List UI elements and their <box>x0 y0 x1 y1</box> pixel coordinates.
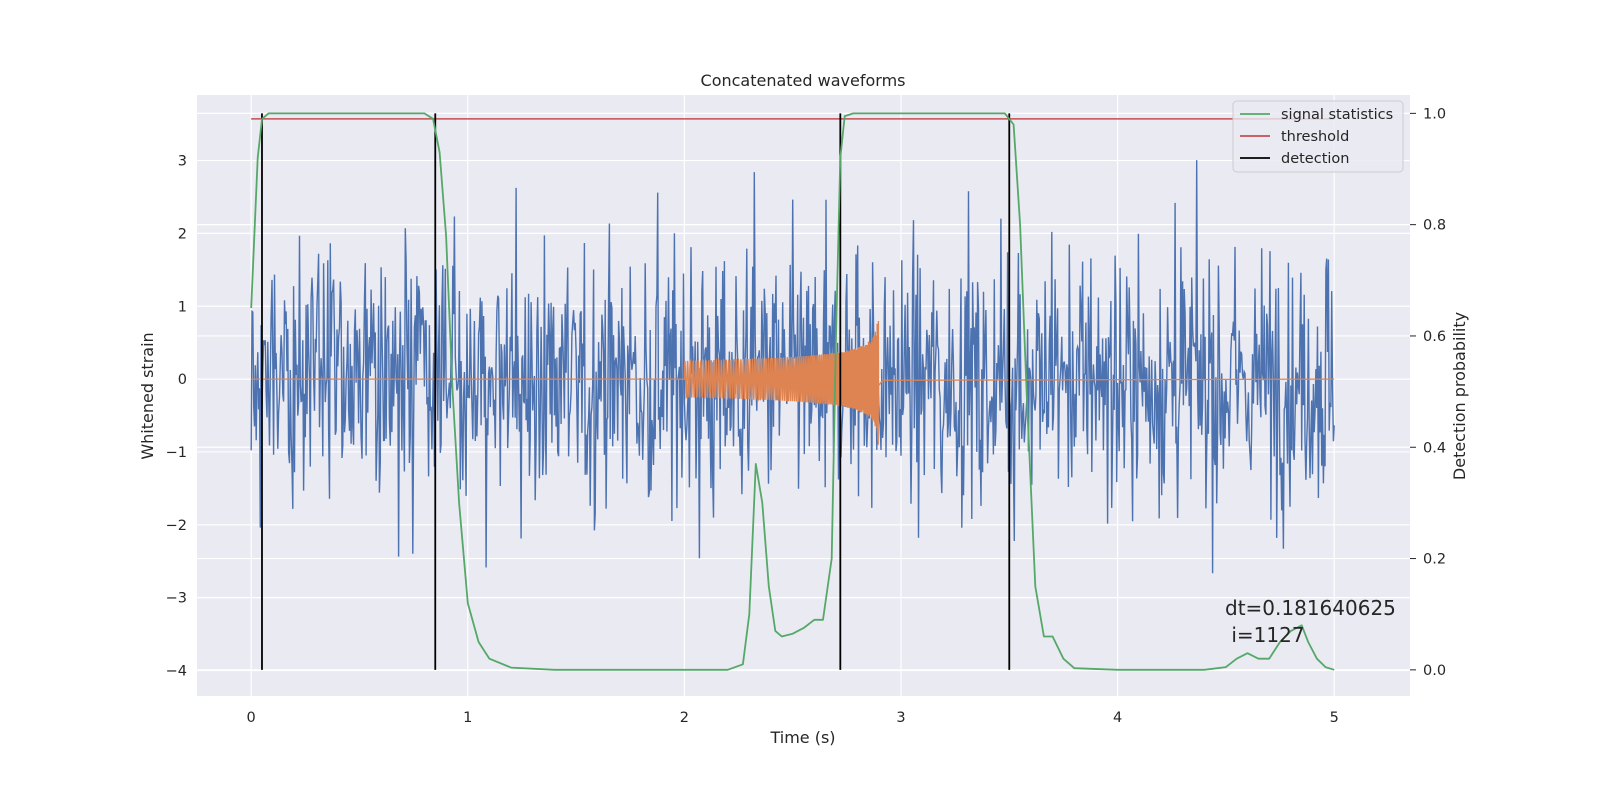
legend-label-detection: detection <box>1281 151 1349 167</box>
annotation-i: i=1127 <box>1225 623 1305 647</box>
legend-label-signal-statistics: signal statistics <box>1281 107 1393 123</box>
x-tick-label: 2 <box>680 710 689 726</box>
y2-tick-label: 1.0 <box>1423 106 1446 122</box>
x-tick-label: 5 <box>1330 710 1339 726</box>
x-tick-label: 1 <box>463 710 472 726</box>
y-tick-label: −1 <box>166 445 187 461</box>
y2-tick-label: 0.2 <box>1423 552 1446 568</box>
x-axis-label: Time (s) <box>769 728 835 747</box>
x-tick-label: 0 <box>247 710 256 726</box>
y-axis-label: Whitened strain <box>138 332 157 459</box>
y-tick-label: 3 <box>178 154 187 170</box>
y2-axis-label: Detection probability <box>1450 312 1469 480</box>
y-tick-label: 2 <box>178 226 187 242</box>
strain-noise-series <box>250 160 1335 574</box>
y2-tick-label: 0.8 <box>1423 218 1446 234</box>
annotations: dt=0.181640625 i=1127 <box>1225 596 1396 647</box>
data-layer <box>250 112 1335 671</box>
y-tick-label: 0 <box>178 372 187 388</box>
detection-lines <box>261 113 1011 670</box>
y-tick-label: 1 <box>178 299 187 315</box>
waveform-chirp-series <box>251 320 1335 445</box>
chart-title: Concatenated waveforms <box>701 71 906 90</box>
x-tick-label: 4 <box>1113 710 1122 726</box>
tick-labels: 0 1 2 3 4 5 −4 −3 −2 −1 0 1 2 3 0.0 0.2 0.4 0.6 0.8 1.0 <box>166 106 1446 726</box>
y-tick-label: −2 <box>166 518 187 534</box>
y2-tick-label: 0.4 <box>1423 440 1446 456</box>
legend-box <box>1232 100 1404 173</box>
legend-label-threshold: threshold <box>1281 129 1349 145</box>
legend: signal statistics threshold detection <box>1232 100 1404 173</box>
y-tick-label: −4 <box>166 664 187 680</box>
y2-tick-label: 0.0 <box>1423 663 1446 679</box>
signal-statistics-line <box>250 112 1335 671</box>
annotation-dt: dt=0.181640625 <box>1225 596 1396 620</box>
y-tick-label: −3 <box>166 591 187 607</box>
y2-tick-label: 0.6 <box>1423 329 1446 345</box>
x-tick-label: 3 <box>896 710 905 726</box>
